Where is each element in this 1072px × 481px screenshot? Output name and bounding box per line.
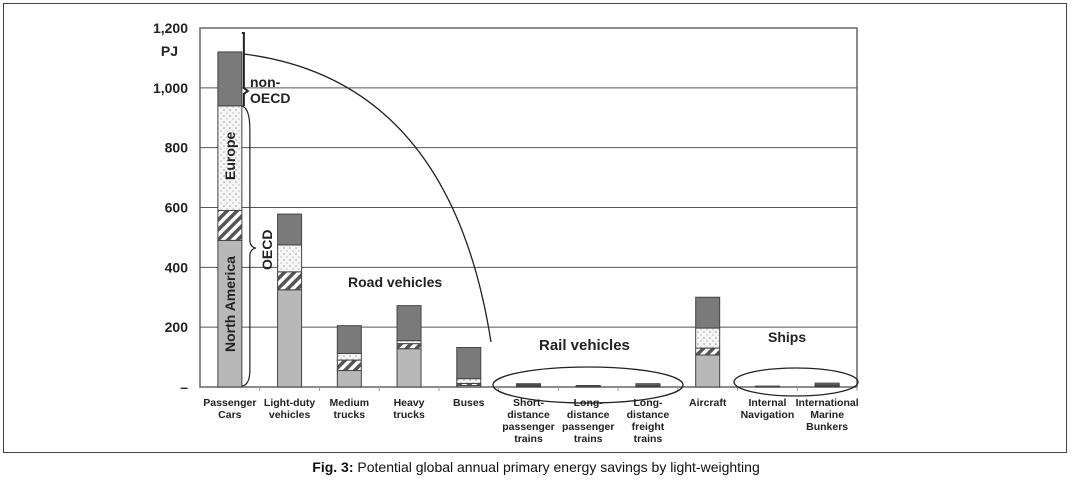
bar-segment (575, 385, 601, 387)
bar-segment (336, 370, 362, 388)
y-tick-label: 200 (165, 319, 189, 335)
x-tick-label: trucks (393, 409, 425, 421)
caption-label: Fig. 3: (312, 459, 354, 475)
y-tick-label: 800 (165, 140, 189, 156)
x-tick-label: Light-duty (264, 397, 315, 409)
y-tick-label: 400 (165, 259, 189, 275)
x-tick-label: Medium (329, 397, 369, 409)
annotation-non-oecd: non- (250, 74, 281, 90)
bar-segment (396, 348, 422, 388)
y-tick-label: 1,000 (153, 80, 188, 96)
y-tick-label: 600 (165, 200, 189, 216)
x-tick-label: Aircraft (689, 397, 727, 409)
x-tick-label: Cars (218, 409, 242, 421)
bar-segment (277, 213, 303, 246)
bar-segment (695, 354, 721, 388)
x-tick-label: Buses (453, 397, 485, 409)
y-tick-label: 1,200 (153, 20, 188, 36)
x-tick-label: distance (627, 409, 670, 421)
x-tick-label: Internal (748, 397, 786, 409)
annotation-ships: Ships (768, 329, 806, 345)
x-tick-label: trucks (334, 409, 366, 421)
y-tick-label: – (180, 379, 188, 395)
x-tick-label: passenger (562, 421, 615, 433)
x-tick-label: International (796, 397, 859, 409)
caption-text: Potential global annual primary energy s… (353, 459, 760, 475)
x-tick-label: Bunkers (806, 421, 848, 433)
bar-segment (217, 209, 243, 241)
bar-segment (635, 383, 661, 386)
x-tick-label: passenger (502, 421, 555, 433)
figure-caption: Fig. 3: Potential global annual primary … (0, 459, 1072, 475)
annotation-north-america: North America (222, 256, 238, 352)
figure-frame (3, 3, 1067, 453)
x-tick-label: Passenger (203, 397, 256, 409)
bar-segment (217, 239, 243, 388)
bar-segment (336, 352, 362, 361)
rail-ellipse (492, 366, 684, 404)
bar-segment (456, 378, 482, 384)
bar-segment (217, 105, 243, 211)
bar-segment (695, 327, 721, 349)
annotation-road-vehicles: Road vehicles (348, 274, 442, 290)
x-tick-label: distance (507, 409, 550, 421)
x-tick-label: Marine (810, 409, 844, 421)
annotation-oecd: OECD (259, 230, 275, 270)
bar-segment (396, 343, 422, 350)
bar-segment (217, 51, 243, 107)
bar-segment (516, 383, 541, 386)
bar-segment (277, 271, 303, 291)
bar-segment (336, 359, 362, 372)
bar-segment (754, 385, 780, 388)
bar-segment (695, 296, 721, 329)
ships-ellipse (733, 367, 859, 397)
x-tick-label: trains (514, 433, 543, 445)
bar-segment (277, 289, 303, 388)
annotation-europe: Europe (222, 132, 238, 180)
bar-segment (814, 382, 840, 386)
annotation-rail-vehicles: Rail vehicles (539, 337, 630, 354)
bar-segment (456, 347, 482, 380)
y-axis-label: PJ (161, 43, 178, 59)
bar-segment (277, 244, 303, 273)
x-tick-label: trains (634, 433, 663, 445)
x-tick-label: trains (574, 433, 603, 445)
x-tick-label: freight (632, 421, 665, 433)
x-tick-label: vehicles (269, 409, 311, 421)
annotation-non-oecd: OECD (250, 90, 290, 106)
bar-segment (336, 325, 362, 354)
x-tick-label: distance (567, 409, 610, 421)
non-oecd-brace (241, 32, 250, 106)
bar-segment (396, 305, 422, 342)
scale-arc (243, 53, 492, 343)
bar-segment (695, 347, 721, 356)
x-tick-label: Navigation (741, 409, 795, 421)
x-tick-label: Heavy (394, 397, 425, 409)
oecd-brace (241, 105, 256, 387)
